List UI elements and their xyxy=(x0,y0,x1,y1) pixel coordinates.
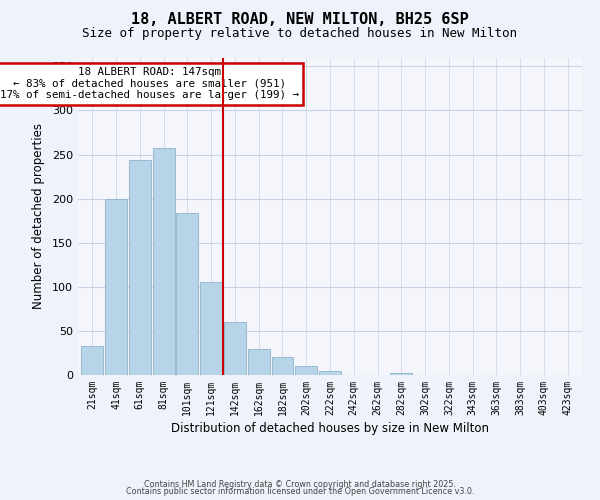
Bar xyxy=(391,373,412,375)
Bar xyxy=(105,200,127,375)
Bar xyxy=(248,348,269,375)
Bar xyxy=(82,346,103,375)
Bar xyxy=(129,160,151,375)
Text: 18, ALBERT ROAD, NEW MILTON, BH25 6SP: 18, ALBERT ROAD, NEW MILTON, BH25 6SP xyxy=(131,12,469,28)
Bar xyxy=(319,370,341,375)
Bar xyxy=(152,148,175,375)
Bar xyxy=(224,322,246,375)
Text: Size of property relative to detached houses in New Milton: Size of property relative to detached ho… xyxy=(83,28,517,40)
X-axis label: Distribution of detached houses by size in New Milton: Distribution of detached houses by size … xyxy=(171,422,489,435)
Bar xyxy=(272,358,293,375)
Bar xyxy=(295,366,317,375)
Text: Contains HM Land Registry data © Crown copyright and database right 2025.: Contains HM Land Registry data © Crown c… xyxy=(144,480,456,489)
Bar xyxy=(176,212,198,375)
Bar xyxy=(200,282,222,375)
Text: 18 ALBERT ROAD: 147sqm
← 83% of detached houses are smaller (951)
17% of semi-de: 18 ALBERT ROAD: 147sqm ← 83% of detached… xyxy=(0,67,299,100)
Y-axis label: Number of detached properties: Number of detached properties xyxy=(32,123,45,309)
Text: Contains public sector information licensed under the Open Government Licence v3: Contains public sector information licen… xyxy=(126,488,474,496)
